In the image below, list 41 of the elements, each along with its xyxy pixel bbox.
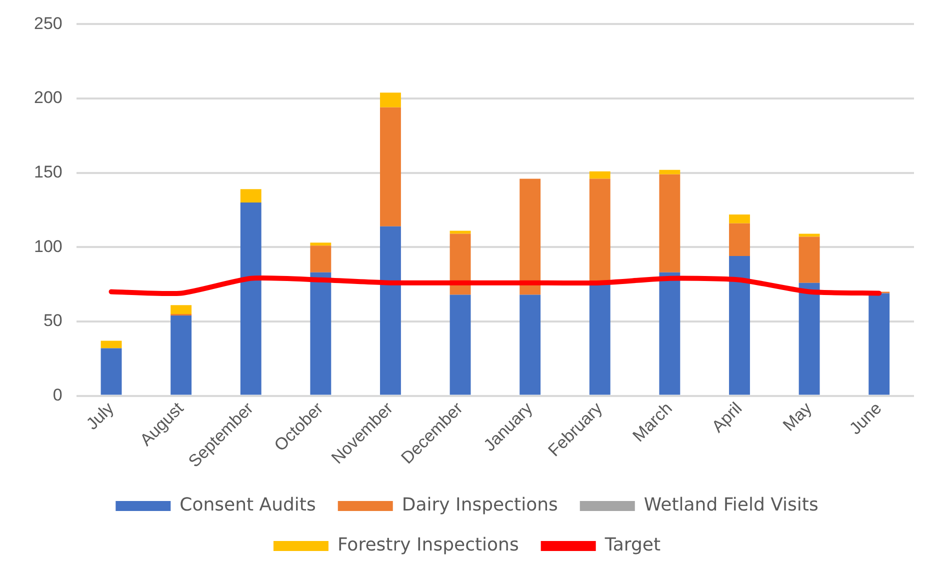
bar xyxy=(589,171,610,179)
bar xyxy=(589,284,610,395)
legend-label: Wetland Field Visits xyxy=(644,494,818,516)
bar xyxy=(380,92,401,108)
bar xyxy=(380,226,401,395)
y-tick-label: 200 xyxy=(34,88,62,108)
y-tick-label: 250 xyxy=(34,14,62,33)
bar xyxy=(380,107,401,226)
bar xyxy=(798,282,820,395)
bar xyxy=(240,189,262,203)
bar xyxy=(450,234,471,295)
bar xyxy=(310,246,332,272)
x-tick-label: May xyxy=(779,398,816,435)
x-tick-label: July xyxy=(82,398,118,434)
y-tick-label: 150 xyxy=(34,162,62,182)
y-tick-label: 100 xyxy=(34,236,62,256)
legend-label: Target xyxy=(604,534,661,556)
bar xyxy=(170,316,192,395)
bar xyxy=(729,214,750,224)
bar xyxy=(729,223,750,256)
legend-label: Consent Audits xyxy=(180,494,316,516)
bar xyxy=(450,230,471,234)
bar xyxy=(520,178,541,295)
bar xyxy=(310,242,332,246)
bar xyxy=(240,202,262,395)
bar xyxy=(659,170,680,174)
bar xyxy=(170,305,192,314)
bar xyxy=(450,294,471,395)
bar xyxy=(868,293,890,395)
bar xyxy=(100,340,122,348)
bar xyxy=(659,174,680,272)
bar xyxy=(520,294,541,395)
bar xyxy=(659,272,680,395)
legend-label: Dairy Inspections xyxy=(402,494,558,516)
bar xyxy=(798,236,820,283)
y-tick-label: 50 xyxy=(43,311,62,330)
legend-label: Forestry Inspections xyxy=(337,534,519,556)
bar xyxy=(100,348,122,395)
bar xyxy=(729,256,750,395)
bar xyxy=(310,272,332,395)
y-tick-label: 0 xyxy=(52,385,62,404)
